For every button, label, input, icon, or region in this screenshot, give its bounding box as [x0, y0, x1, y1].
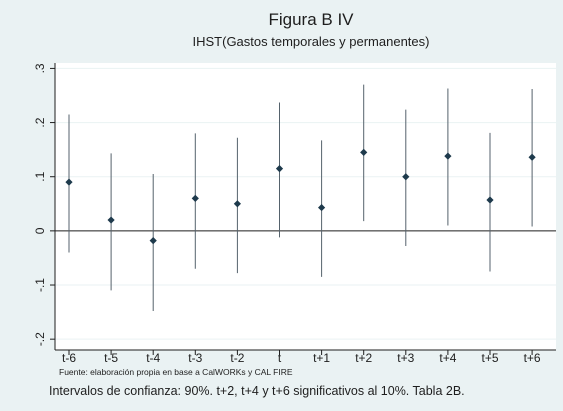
x-tick-label: t+4 [439, 351, 456, 365]
y-tick-label: -.2 [33, 332, 47, 346]
point-estimate-t+1 [318, 203, 326, 212]
point-estimate-t-3 [191, 194, 199, 202]
y-tick-label: -.1 [33, 278, 47, 292]
x-tick-label: t-4 [146, 351, 160, 365]
point-estimate-t+2 [360, 148, 368, 156]
x-tick-label: t+5 [481, 351, 498, 365]
x-tick-label: t-5 [104, 351, 118, 365]
point-estimate-t-6 [65, 178, 73, 186]
point-estimate-t+5 [486, 196, 494, 204]
footnote: Intervalos de confianza: 90%. t+2, t+4 y… [49, 384, 465, 398]
y-tick-label: .1 [33, 171, 47, 181]
y-tick-label: 0 [33, 227, 47, 234]
chart-title: Figura B IV [268, 10, 354, 29]
grid-lines [55, 67, 556, 340]
x-tick-label: t-3 [188, 351, 202, 365]
x-tick-label: t+2 [355, 351, 372, 365]
x-tick-label: t+1 [313, 351, 330, 365]
x-tick-label: t-2 [230, 351, 244, 365]
x-tick-label: t+3 [397, 351, 414, 365]
point-estimate-t+4 [444, 152, 452, 160]
x-tick-label: t [278, 351, 282, 365]
axes [50, 63, 556, 355]
point-estimate-t-5 [107, 216, 115, 224]
plot-area [55, 63, 556, 350]
y-tick-label: .3 [33, 63, 47, 73]
chart-subtitle: IHST(Gastos temporales y permanentes) [193, 34, 430, 49]
point-estimate-t-4 [149, 237, 157, 245]
x-tick-label: t-6 [62, 351, 76, 365]
point-estimate-t-2 [233, 200, 241, 208]
y-tick-label: .2 [33, 117, 47, 127]
x-tick-label: t+6 [524, 351, 541, 365]
point-estimates [65, 148, 536, 245]
y-tick-labels: .3 .2 .1 0 -.1 -.2 [33, 63, 47, 346]
point-estimate-t+3 [402, 173, 410, 181]
x-tick-labels: t-6 t-5 t-4 t-3 t-2 t t+1 t+2 t+3 t+4 t+5 t+6 [62, 351, 541, 365]
source-note: Fuente: elaboración propia en base a Cal… [59, 367, 293, 377]
point-estimate-t [275, 164, 284, 173]
point-estimate-t+6 [528, 153, 536, 161]
